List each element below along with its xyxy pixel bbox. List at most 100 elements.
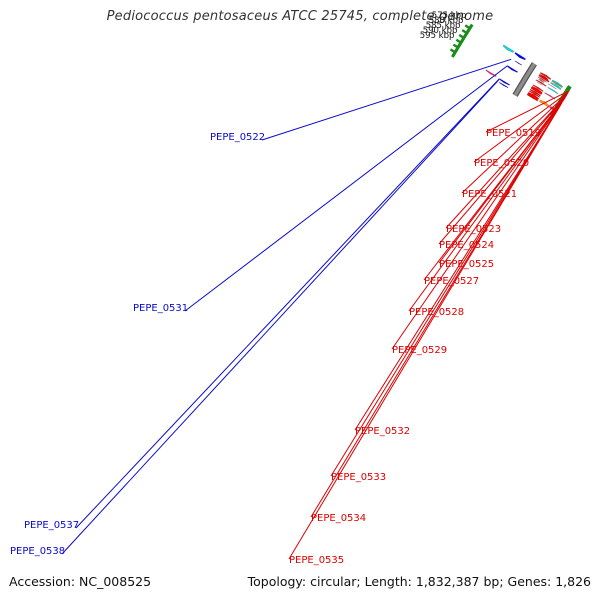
reverse-gene-label: PEPE_0529: [392, 345, 447, 356]
reverse-gene-label: PEPE_0524: [439, 240, 494, 251]
leader-line: [61, 79, 499, 555]
leader-line: [261, 58, 512, 141]
cds-feature: [532, 84, 544, 93]
tick-inner: [457, 43, 462, 48]
leader-line: [485, 90, 570, 133]
tick-inner: [452, 43, 460, 50]
scale-label: 580 kbp: [429, 16, 464, 26]
forward-gene-label: PEPE_0522: [210, 132, 265, 143]
cds-feature: [551, 80, 563, 89]
leader-line: [184, 65, 508, 312]
reverse-gene-label: PEPE_0532: [355, 426, 410, 437]
cds-feature: [551, 79, 564, 88]
leader-line: [445, 94, 568, 229]
leader-line: [461, 92, 569, 194]
tick-inner: [454, 48, 459, 52]
cds-feature: [502, 44, 515, 53]
summary-text: Topology: circular; Length: 1,832,387 bp…: [247, 574, 591, 589]
scale-label: 575 kbp: [432, 11, 467, 21]
cds-feature: [538, 78, 545, 83]
cds-feature: [506, 64, 519, 73]
reverse-gene-label: PEPE_0527: [424, 276, 479, 287]
leader-line: [288, 110, 558, 560]
tick-inner: [460, 38, 465, 42]
tick-inner: [469, 23, 474, 28]
leader-line: [330, 104, 562, 477]
cds-feature: [528, 90, 541, 98]
cds-feature: [547, 86, 559, 95]
leader-line: [391, 98, 565, 350]
reverse-gene-label: PEPE_0525: [439, 259, 494, 270]
reverse-gene-label: PEPE_0519: [486, 128, 541, 139]
label-leaders: [61, 58, 570, 560]
backbone-group: [512, 62, 537, 97]
tick-inner: [458, 41, 463, 46]
tick-inner: [455, 38, 463, 45]
cds-feature: [539, 72, 552, 81]
cds-feature: [514, 51, 527, 61]
cds-feature: [537, 76, 547, 83]
cds-feature: [498, 81, 509, 89]
cds-feature: [528, 95, 535, 100]
cds-feature: [514, 60, 523, 66]
tick-inner: [455, 47, 459, 51]
reverse-gene-label: PEPE_0535: [289, 555, 344, 566]
scale-label: 590 kbp: [423, 26, 458, 36]
tick-inner: [466, 29, 470, 33]
tick-inner: [461, 29, 469, 35]
cds-feature: [538, 74, 550, 83]
tick-inner: [460, 39, 464, 43]
reverse-gene-label: PEPE_0520: [474, 158, 529, 169]
tick-inner: [451, 54, 455, 58]
reverse-gene-label: PEPE_0521: [462, 189, 517, 200]
tick-inner: [458, 33, 466, 40]
tick-inner: [463, 33, 468, 37]
scale-label: 595 kbp: [420, 31, 455, 41]
cds-feature: [538, 79, 545, 84]
tick-inner: [466, 28, 471, 32]
cds-feature: [538, 73, 549, 81]
tick-inner: [451, 53, 456, 57]
cds-feature: [539, 76, 548, 83]
cds-feature: [529, 88, 541, 97]
leader-line: [75, 78, 500, 529]
map-title: Pediococcus pentosaceus ATCC 25745, comp…: [106, 9, 494, 24]
tick-inner: [452, 52, 456, 56]
forward-gene-label: PEPE_0531: [133, 303, 188, 314]
leader-line: [354, 102, 563, 431]
accession-text: Accession: NC_008525: [9, 574, 152, 589]
cds-feature: [530, 85, 543, 96]
tick-inner: [463, 34, 467, 38]
cds-feature: [550, 82, 562, 91]
cds-feature: [544, 92, 556, 100]
forward-gene-label: PEPE_0537: [24, 520, 79, 531]
tick-marks: [449, 23, 572, 117]
reverse-gene-label: PEPE_0523: [446, 224, 501, 235]
reverse-gene-label: PEPE_0534: [311, 513, 366, 524]
tick-inner: [464, 32, 469, 36]
reverse-gene-label: PEPE_0528: [409, 307, 464, 318]
tick-inner: [449, 48, 458, 55]
scale-label: 585 kbp: [426, 21, 461, 31]
tick-inner: [469, 24, 473, 29]
cds-feature: [535, 79, 547, 87]
backbone: [513, 62, 536, 97]
cds-feature: [498, 78, 511, 86]
cds-feature: [536, 81, 543, 86]
tick-inner: [461, 37, 466, 41]
forward-gene-label: PEPE_0538: [10, 546, 65, 557]
tick-inner: [464, 24, 472, 31]
reverse-gene-label: PEPE_0533: [331, 472, 386, 483]
leader-line: [423, 96, 567, 281]
tick-inner: [467, 27, 472, 31]
tick-inner: [458, 42, 462, 47]
leader-line: [438, 94, 567, 245]
cds-feature: [485, 69, 497, 77]
tick-inner: [455, 46, 460, 51]
features: [485, 44, 564, 113]
leader-line: [473, 91, 570, 163]
cds-feature: [526, 91, 540, 102]
leader-line: [408, 97, 566, 312]
